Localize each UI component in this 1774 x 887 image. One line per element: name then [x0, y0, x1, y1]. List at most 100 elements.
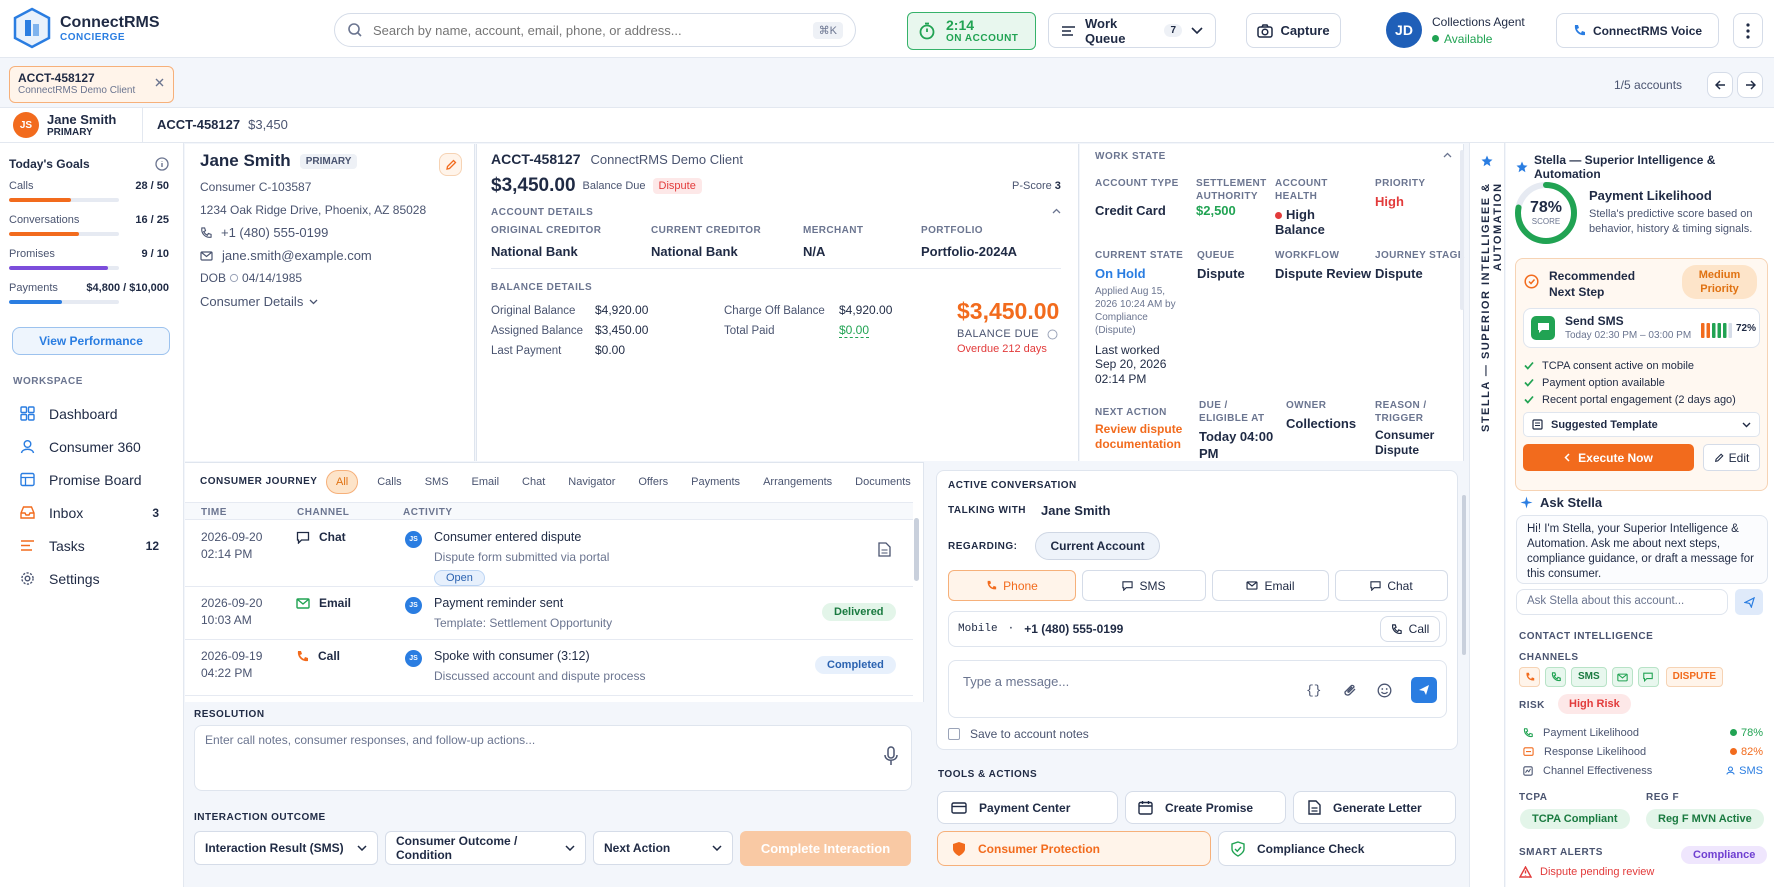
next-action-select[interactable]: Next Action	[593, 831, 733, 865]
next-account-button[interactable]	[1737, 72, 1763, 98]
attachment-icon[interactable]	[1343, 683, 1357, 697]
filter-chat[interactable]: Chat	[522, 476, 546, 488]
star-icon[interactable]	[1481, 155, 1493, 167]
smart-alerts-label: SMART ALERTS	[1519, 847, 1603, 858]
high-risk-badge: High Risk	[1558, 694, 1631, 714]
template-variable-icon[interactable]: {}	[1306, 683, 1322, 698]
regarding-chip[interactable]: Current Account	[1035, 532, 1160, 560]
send-button[interactable]	[1411, 677, 1437, 703]
save-notes-checkbox[interactable]	[948, 728, 960, 740]
info-icon[interactable]	[1047, 329, 1058, 340]
chevron-up-icon[interactable]	[1052, 208, 1061, 214]
complete-interaction-button[interactable]: Complete Interaction	[740, 831, 911, 866]
scrollbar[interactable]	[1460, 150, 1464, 310]
view-performance-button[interactable]: View Performance	[12, 327, 170, 355]
consumer-email[interactable]: jane.smith@example.com	[222, 248, 372, 263]
ask-stella-input[interactable]: Ask Stella about this account...	[1516, 589, 1728, 615]
search-input[interactable]	[373, 22, 803, 38]
eye-icon[interactable]	[229, 273, 239, 283]
sidebar-item-inbox[interactable]: Inbox 3	[0, 496, 183, 529]
info-icon[interactable]	[155, 157, 169, 171]
balance-due-label: Balance Due	[582, 180, 646, 192]
filter-documents[interactable]: Documents	[855, 476, 911, 488]
generate-letter-button[interactable]: Generate Letter	[1293, 791, 1456, 824]
compliance-check-button[interactable]: Compliance Check	[1218, 831, 1456, 866]
user-icon	[20, 439, 35, 454]
account-timer[interactable]: 2:14 ON ACCOUNT	[907, 12, 1036, 50]
payment-center-button[interactable]: Payment Center	[937, 791, 1118, 824]
chevron-up-icon[interactable]	[1443, 152, 1452, 158]
search-bar[interactable]: ⌘K	[334, 13, 856, 47]
prev-account-button[interactable]	[1707, 72, 1733, 98]
suggested-template-select[interactable]: Suggested Template	[1523, 412, 1760, 437]
account-tab[interactable]: ACCT-458127 ConnectRMS Demo Client	[9, 66, 174, 103]
filter-navigator[interactable]: Navigator	[568, 476, 616, 488]
emoji-icon[interactable]	[1377, 683, 1392, 698]
channel-phone-button[interactable]: Phone	[948, 570, 1076, 601]
timer-label: ON ACCOUNT	[946, 33, 1019, 44]
filter-offers[interactable]: Offers	[638, 476, 669, 488]
agent-profile[interactable]: JD Collections Agent Available	[1386, 12, 1525, 48]
journey-scrollbar[interactable]	[914, 518, 919, 581]
create-promise-button[interactable]: Create Promise	[1125, 791, 1286, 824]
voice-button[interactable]: ConnectRMS Voice	[1556, 13, 1719, 48]
resolution-input[interactable]: Enter call notes, consumer responses, an…	[194, 725, 912, 791]
channel-chat-button[interactable]: Chat	[1335, 570, 1448, 601]
consumer-outcome-select[interactable]: Consumer Outcome / Condition	[385, 831, 586, 865]
conversation-scrollbar[interactable]	[1462, 495, 1466, 655]
filter-all[interactable]: All	[326, 470, 359, 494]
channel-sms-button[interactable]: SMS	[1082, 570, 1206, 601]
sidebar-item-tasks[interactable]: Tasks 12	[0, 529, 183, 562]
consumer-protection-button[interactable]: Consumer Protection	[937, 831, 1211, 866]
app-logo[interactable]: ConnectRMS CONCIERGE	[12, 7, 160, 49]
save-notes[interactable]: Save to account notes	[948, 727, 1089, 741]
sms-chip[interactable]: SMS	[1571, 667, 1607, 687]
interaction-result-select[interactable]: Interaction Result (SMS)	[194, 831, 378, 865]
edit-button[interactable]: Edit	[1703, 444, 1760, 471]
channel-label: SMS	[1139, 578, 1166, 593]
message-input[interactable]: Type a message...	[948, 660, 1447, 718]
close-icon[interactable]	[155, 78, 164, 87]
phone-chip[interactable]	[1519, 667, 1540, 687]
edit-consumer-button[interactable]	[439, 153, 462, 176]
metric-label: Channel Effectiveness	[1543, 764, 1653, 777]
consumer-phone[interactable]: +1 (480) 555-0199	[221, 225, 329, 240]
owner-label: OWNER	[1286, 400, 1327, 411]
chat-chip[interactable]	[1637, 667, 1659, 687]
table-row[interactable]: 2026-09-20 02:14 PM Chat JS Consumer entered…	[185, 521, 913, 587]
email-chip[interactable]	[1611, 667, 1633, 687]
capture-button[interactable]: Capture	[1246, 13, 1341, 48]
open-badge: Open	[434, 570, 485, 586]
work-queue-button[interactable]: Work Queue 7	[1048, 13, 1216, 48]
filter-calls[interactable]: Calls	[377, 476, 402, 488]
table-row[interactable]: 2026-09-19 04:22 PM Call JS Spoke with consu…	[185, 640, 913, 696]
top-bar	[0, 0, 1774, 58]
filter-email[interactable]: Email	[471, 476, 500, 488]
table-row[interactable]: 2026-09-20 10:03 AM Email JS Payment reminde…	[185, 587, 913, 640]
voice-chip[interactable]	[1545, 667, 1566, 687]
execute-now-button[interactable]: Execute Now	[1523, 444, 1694, 471]
microphone-icon[interactable]	[884, 746, 898, 766]
sidebar-item-consumer-360[interactable]: Consumer 360	[0, 430, 183, 463]
filter-sms[interactable]: SMS	[424, 476, 449, 488]
ask-stella-send-button[interactable]	[1735, 589, 1763, 615]
sidebar-item-label: Promise Board	[49, 471, 142, 488]
consumer-details-toggle[interactable]: Consumer Details	[200, 294, 459, 309]
more-menu-button[interactable]	[1733, 13, 1763, 48]
consumer-chip[interactable]: JS Jane Smith PRIMARY	[0, 107, 143, 143]
sidebar-item-dashboard[interactable]: Dashboard	[0, 397, 183, 430]
balance-label: Total Paid	[724, 325, 775, 337]
filter-arrangements[interactable]: Arrangements	[763, 476, 833, 488]
document-icon[interactable]	[878, 542, 891, 557]
next-action-value[interactable]: Review dispute documentation	[1095, 422, 1183, 451]
stella-vertical-title: STELLA — SUPERIOR INTELLIGEEE & AUTOMATI…	[1480, 182, 1504, 432]
balance-left: Original Balance $4,920.00 Assigned Balanc…	[491, 303, 661, 363]
stopwatch-icon	[918, 22, 936, 40]
sidebar-item-promise-board[interactable]: Promise Board	[0, 463, 183, 496]
applied-text: Applied Aug 15, 2026 10:24 AM by Complia…	[1095, 286, 1176, 336]
sidebar-item-settings[interactable]: Settings	[0, 562, 183, 595]
smart-alert[interactable]: Dispute pending review	[1519, 866, 1654, 878]
channel-email-button[interactable]: Email	[1212, 570, 1329, 601]
filter-payments[interactable]: Payments	[691, 476, 741, 488]
call-button[interactable]: Call	[1380, 616, 1440, 642]
